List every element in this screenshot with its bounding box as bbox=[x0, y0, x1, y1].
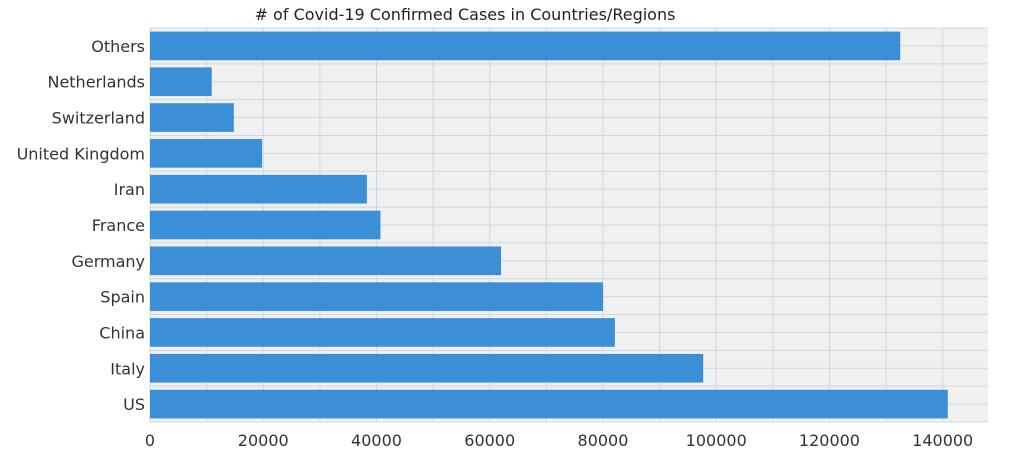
y-tick-label: Spain bbox=[100, 288, 145, 307]
y-tick-labels: US Italy China Spain Germany France Iran United… bbox=[17, 37, 145, 414]
bar-others bbox=[150, 31, 901, 61]
y-tick-label: Iran bbox=[114, 180, 145, 199]
bar-switzerland bbox=[150, 103, 234, 132]
x-tick-labels: 0 20000 40000 60000 80000 100000 120000 140000 bbox=[145, 431, 973, 450]
bar-china bbox=[150, 318, 615, 347]
grid-lines bbox=[149, 27, 988, 423]
bar-france bbox=[150, 210, 381, 240]
y-tick-label: US bbox=[123, 395, 145, 414]
x-tick-label: 120000 bbox=[799, 431, 860, 450]
y-tick-label: France bbox=[92, 216, 145, 235]
x-tick-label: 100000 bbox=[686, 431, 747, 450]
y-tick-label: United Kingdom bbox=[17, 144, 145, 163]
x-tick-label: 0 bbox=[145, 431, 155, 450]
bars bbox=[150, 31, 948, 419]
bar-us bbox=[150, 389, 948, 419]
bar-netherlands bbox=[150, 67, 212, 97]
bar-iran bbox=[150, 174, 367, 204]
chart-title: # of Covid-19 Confirmed Cases in Countri… bbox=[255, 5, 676, 24]
x-tick-label: 40000 bbox=[351, 431, 402, 450]
y-tick-label: Others bbox=[91, 37, 145, 56]
y-tick-label: Switzerland bbox=[52, 109, 145, 128]
x-tick-label: 140000 bbox=[912, 431, 973, 450]
x-tick-label: 60000 bbox=[464, 431, 515, 450]
bar-united-kingdom bbox=[150, 139, 263, 168]
bar-germany bbox=[150, 246, 502, 276]
x-tick-label: 80000 bbox=[578, 431, 629, 450]
bar-spain bbox=[150, 282, 603, 311]
y-tick-label: China bbox=[99, 323, 145, 342]
y-tick-label: Germany bbox=[71, 252, 145, 271]
y-tick-label: Italy bbox=[110, 359, 145, 378]
x-tick-label: 20000 bbox=[238, 431, 289, 450]
y-tick-label: Netherlands bbox=[47, 73, 145, 92]
bar-italy bbox=[150, 353, 704, 383]
